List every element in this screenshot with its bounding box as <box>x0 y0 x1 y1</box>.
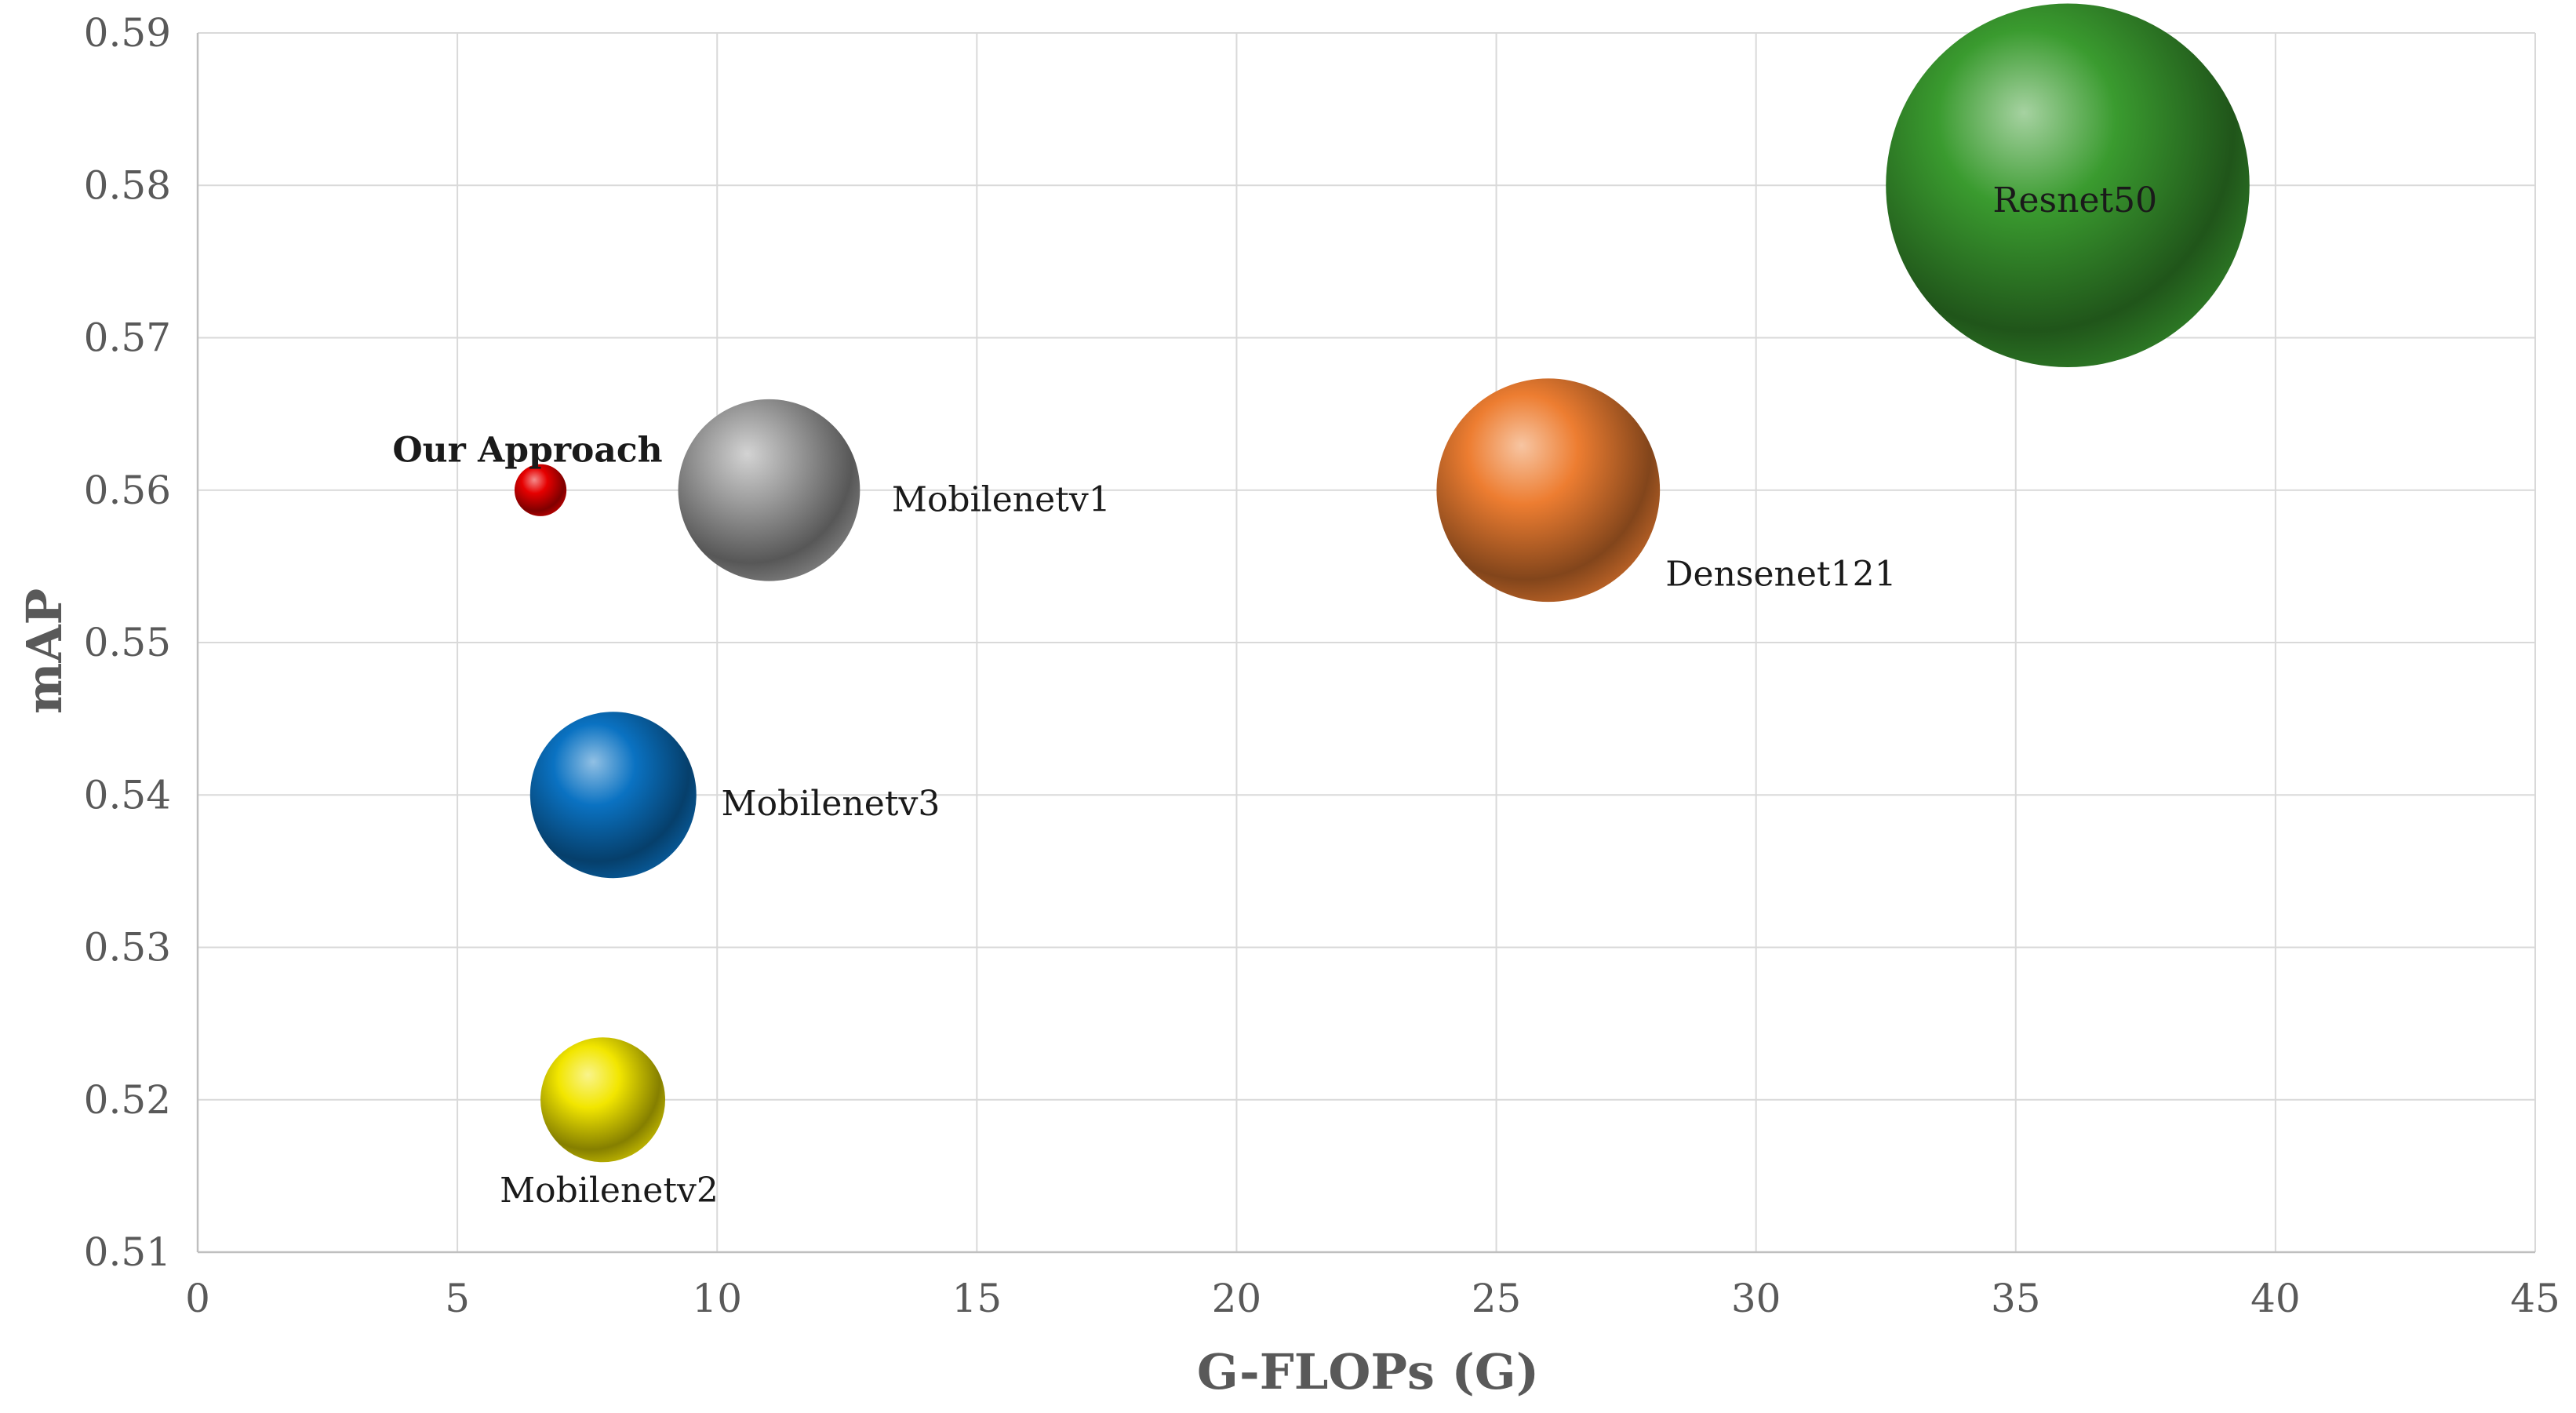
x-tick-label: 20 <box>1212 1276 1262 1321</box>
y-axis-title: mAP <box>16 588 73 714</box>
bubble-point <box>678 399 860 581</box>
bubble-point <box>1886 3 2250 368</box>
x-axis-title: G-FLOPs (G) <box>1197 1343 1539 1400</box>
bubble-label: Mobilenetv3 <box>722 784 941 824</box>
x-tick-label: 40 <box>2250 1276 2301 1321</box>
y-tick-label: 0.57 <box>84 315 171 361</box>
bubble-label: Densenet121 <box>1665 555 1896 595</box>
x-tick-label: 10 <box>692 1276 742 1321</box>
y-tick-label: 0.58 <box>84 162 171 208</box>
x-tick-label: 25 <box>1472 1276 1522 1321</box>
bubble-point <box>529 712 697 879</box>
x-tick-label: 5 <box>445 1276 470 1321</box>
y-tick-label: 0.59 <box>84 10 171 56</box>
bubble-labels: Our Approach Mobilenetv1 Mobilenetv3 Mobile… <box>392 180 2157 1211</box>
bubbles <box>514 3 2250 1163</box>
bubble-label: Mobilenetv1 <box>892 479 1111 519</box>
x-tick-label: 15 <box>952 1276 1002 1321</box>
y-tick-label: 0.52 <box>84 1077 171 1123</box>
x-tick-label: 0 <box>185 1276 210 1321</box>
y-tick-label: 0.51 <box>84 1229 171 1275</box>
x-tick-label: 45 <box>2510 1276 2560 1321</box>
bubble-point <box>540 1037 665 1163</box>
bubble-label: Our Approach <box>392 430 662 470</box>
axes: 0 5 10 15 20 25 30 35 40 45 0.51 0.52 0.53 0.54 0.55 0.… <box>84 10 2560 1321</box>
x-tick-label: 35 <box>1991 1276 2041 1321</box>
y-tick-label: 0.53 <box>84 925 171 971</box>
bubble-label: Resnet50 <box>1992 180 2157 220</box>
bubble-point <box>1436 378 1661 603</box>
bubble-point <box>514 464 567 516</box>
y-tick-label: 0.56 <box>84 468 171 513</box>
y-tick-label: 0.55 <box>84 620 171 665</box>
x-tick-label: 30 <box>1731 1276 1781 1321</box>
bubble-label: Mobilenetv2 <box>500 1171 719 1211</box>
y-tick-label: 0.54 <box>84 772 171 818</box>
